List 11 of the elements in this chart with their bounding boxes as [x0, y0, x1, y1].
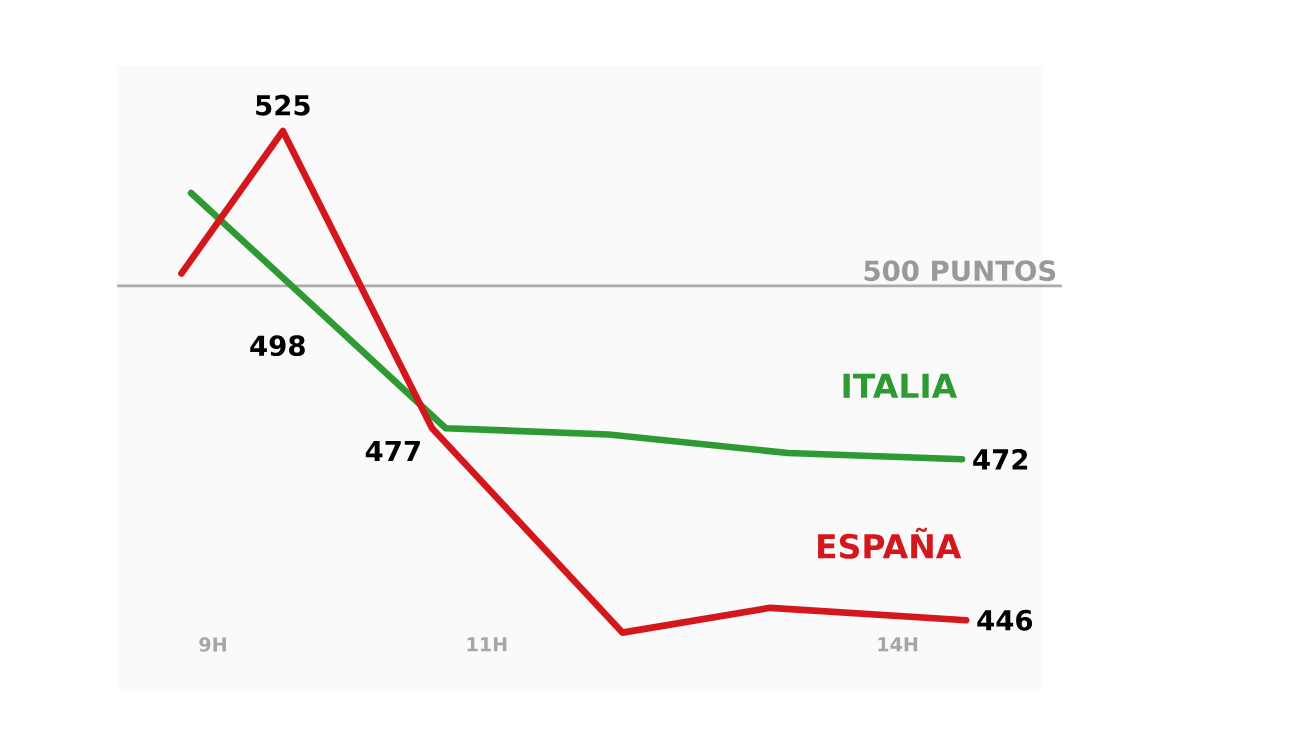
series-label: ESPAÑA [818, 527, 962, 559]
data-label: 525 [256, 94, 310, 116]
annotation: 498 [250, 335, 305, 357]
data-label: 477 [365, 440, 420, 462]
x-tick-label: 11H [467, 637, 507, 652]
ref-line-label: 500 PUNTOS [864, 260, 1056, 282]
x-tick-label: 9H [199, 637, 226, 652]
data-label: 446 [977, 609, 1033, 631]
data-label: 472 [973, 449, 1028, 470]
series-label: ITALIA [843, 373, 958, 398]
x-tick-label: 14H [878, 637, 918, 652]
